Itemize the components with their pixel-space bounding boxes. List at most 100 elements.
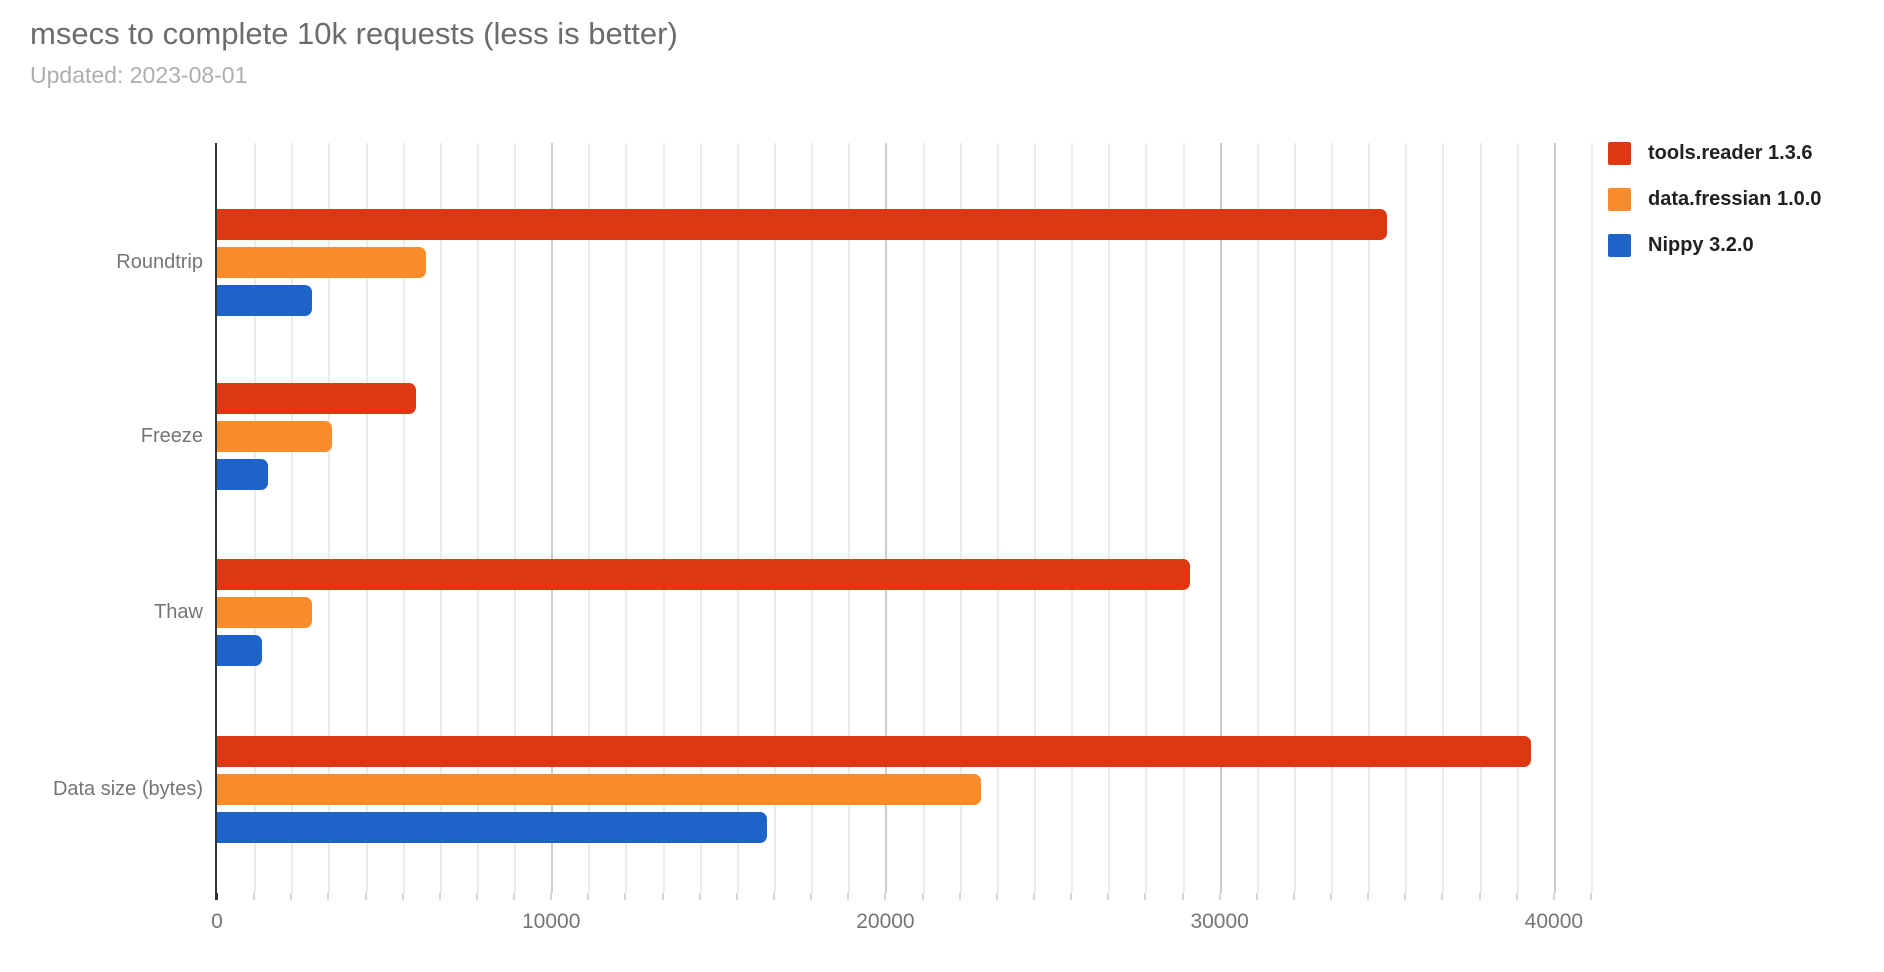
minor-gridline [514,143,517,893]
minor-gridline [774,143,777,893]
category-label: Thaw [154,601,203,623]
axis-tick [1255,893,1258,900]
x-tick-label: 30000 [1190,910,1249,933]
chart-bar [217,558,1190,590]
axis-tick [1144,893,1147,900]
minor-gridline [1479,143,1482,893]
axis-tick [1478,893,1481,900]
axis-tick [1367,893,1370,900]
axis-tick [364,893,367,900]
chart-bar [217,634,262,666]
minor-gridline [811,143,814,893]
axis-tick [587,893,590,900]
axis-tick [773,893,776,900]
major-gridline [551,143,554,893]
chart-bar [217,773,982,805]
legend-label: tools.reader 1.3.6 [1648,142,1813,164]
minor-gridline [1516,143,1519,893]
minor-gridline [1108,143,1111,893]
minor-gridline [365,143,368,893]
axis-tick [921,893,924,900]
chart-bar [217,420,332,452]
minor-gridline [959,143,962,893]
minor-gridline [625,143,628,893]
axis-tick [847,893,850,900]
chart-bar [217,458,268,490]
axis-tick [995,893,998,900]
minor-gridline [1293,143,1296,893]
minor-gridline [1071,143,1074,893]
category-label: Data size (bytes) [52,778,203,800]
legend-item: tools.reader 1.3.6 [1608,142,1821,165]
minor-gridline [291,143,294,893]
legend-swatch [1608,188,1631,211]
minor-gridline [848,143,851,893]
axis-tick [1218,893,1221,900]
chart-bar [217,596,313,628]
bar-group-thaw [217,558,1190,666]
axis-tick [253,893,256,900]
chart-bar [217,735,1532,767]
minor-gridline [254,143,257,893]
x-tick-label: 20000 [856,910,915,933]
axis-tick [216,893,218,900]
axis-tick [1404,893,1407,900]
axis-tick [958,893,961,900]
minor-gridline [588,143,591,893]
axis-tick [1032,893,1035,900]
minor-gridline [1033,143,1036,893]
bar-group-freeze [217,382,416,490]
minor-gridline [662,143,665,893]
minor-gridline [1591,143,1593,893]
chart-bar [217,246,426,278]
axis-tick [475,893,478,900]
axis-tick [327,893,330,900]
bar-group-roundtrip [217,208,1387,316]
axis-tick [698,893,701,900]
category-label: Roundtrip [116,251,203,273]
axis-tick [1552,893,1555,900]
minor-gridline [476,143,479,893]
axis-tick [438,893,441,900]
major-gridline [1219,143,1222,893]
chart-bar [217,382,416,414]
minor-gridline [699,143,702,893]
axis-tick [624,893,627,900]
minor-gridline [439,143,442,893]
axis-tick [1292,893,1295,900]
x-tick-label: 40000 [1524,910,1584,933]
axis-tick [1441,893,1444,900]
x-tick-label: 10000 [522,910,581,933]
legend: tools.reader 1.3.6 data.fressian 1.0.0 Nip… [1608,142,1821,280]
chart-title: msecs to complete 10k requests (less is … [30,16,678,51]
axis-tick [735,893,738,900]
minor-gridline [328,143,331,893]
axis-tick [810,893,813,900]
axis-tick [550,893,553,900]
x-tick-label: 0 [211,910,223,933]
axis-tick [1181,893,1184,900]
y-axis-line [215,143,217,900]
axis-tick [290,893,293,900]
minor-gridline [1405,143,1408,893]
major-gridline [885,143,888,893]
minor-gridline [1182,143,1185,893]
minor-gridline [402,143,405,893]
minor-gridline [1145,143,1148,893]
minor-gridline [1256,143,1259,893]
minor-gridline [996,143,999,893]
bar-group-data-size-bytes- [217,735,1532,843]
legend-swatch [1608,142,1631,165]
minor-gridline [1368,143,1371,893]
minor-gridline [1442,143,1445,893]
chart-bar [217,811,767,843]
axis-tick [1590,893,1592,900]
axis-tick [1330,893,1333,900]
legend-label: Nippy 3.2.0 [1648,234,1754,256]
axis-tick [884,893,887,900]
legend-item: Nippy 3.2.0 [1608,234,1821,257]
axis-tick [513,893,516,900]
minor-gridline [1331,143,1334,893]
axis-tick [1107,893,1110,900]
